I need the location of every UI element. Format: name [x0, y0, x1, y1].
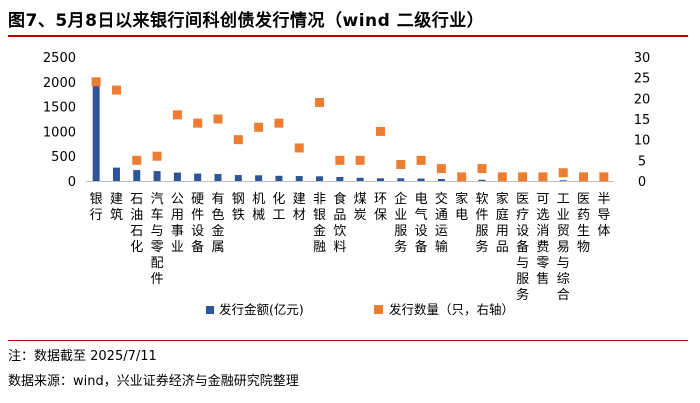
bar-mark	[397, 178, 405, 181]
bar-mark	[112, 167, 120, 181]
bar-mark	[478, 179, 486, 181]
category-label: 半导体	[597, 192, 610, 239]
bar-mark	[275, 175, 283, 181]
footer-rule	[8, 340, 688, 341]
y-left-tick-label: 0	[68, 175, 76, 190]
count-marker	[599, 172, 609, 182]
count-marker	[416, 155, 426, 165]
y-right-tick-label: 25	[634, 72, 651, 87]
count-marker	[396, 159, 406, 169]
bar-mark	[417, 178, 425, 181]
y-left-tick-label: 2500	[43, 51, 76, 66]
category-label: 煤炭	[354, 192, 367, 223]
count-marker	[274, 118, 284, 128]
count-marker	[436, 164, 446, 174]
count-marker	[579, 172, 589, 182]
count-marker	[172, 110, 182, 120]
category-label: 可选消费零售	[536, 192, 549, 287]
count-marker	[233, 135, 243, 145]
count-marker	[193, 118, 203, 128]
count-marker	[497, 172, 507, 182]
bar-mark	[437, 179, 445, 181]
category-label: 食品饮料	[333, 191, 346, 255]
bar-mark	[316, 176, 324, 181]
count-marker	[152, 151, 162, 161]
category-label: 工业贸易与综合	[557, 192, 570, 303]
count-marker	[477, 164, 487, 174]
chart-title: 图7、5月8日以来银行间科创债发行情况（wind 二级行业）	[8, 11, 485, 31]
y-right-tick-label: 15	[634, 113, 651, 128]
y-left-tick-label: 500	[51, 150, 76, 165]
bar-mark	[295, 176, 303, 181]
y-right-tick-label: 10	[634, 134, 651, 149]
category-label: 机械	[252, 192, 265, 223]
y-right-tick-label: 0	[638, 175, 646, 190]
y-left-tick-label: 1500	[43, 101, 76, 116]
bar-mark	[133, 170, 141, 181]
bar-mark	[194, 173, 202, 181]
category-label: 公用事业	[171, 192, 184, 255]
legend-marker-label: 发行数量（只，右轴）	[389, 302, 514, 317]
count-marker	[518, 172, 528, 182]
category-label: 家电	[455, 191, 468, 223]
category-label: 非银金融	[313, 192, 326, 255]
category-label: 医疗设备与服务	[516, 192, 529, 303]
count-marker	[558, 168, 568, 178]
count-marker	[315, 97, 325, 107]
title-rule	[8, 35, 688, 37]
count-marker	[375, 126, 385, 136]
category-label: 钢铁	[232, 192, 245, 223]
category-label: 硬件设备	[191, 192, 204, 255]
category-label: 企业服务	[394, 191, 407, 255]
category-label: 建材	[293, 192, 306, 223]
bar-mark	[234, 175, 242, 181]
y-left-tick-label: 1000	[43, 125, 76, 140]
count-marker	[355, 155, 365, 165]
bar-mark	[214, 174, 222, 181]
bar-mark	[255, 175, 263, 181]
category-label: 石油石化	[130, 192, 143, 255]
legend-bar-label: 发行金额(亿元)	[219, 302, 304, 317]
source-note: 数据来源：wind，兴业证券经济与金融研究院整理	[8, 374, 299, 389]
bar-mark	[153, 171, 161, 181]
category-label: 电气设备	[415, 192, 428, 255]
count-marker	[457, 172, 467, 182]
bar-mark	[376, 178, 384, 181]
bar-mark	[336, 177, 344, 181]
category-label: 有色金属	[211, 192, 224, 255]
category-label: 环保	[374, 192, 387, 223]
count-marker	[335, 155, 345, 165]
y-left-tick-label: 2000	[43, 76, 76, 91]
category-label: 汽车与零配件	[151, 192, 164, 287]
count-marker	[538, 172, 548, 182]
category-label: 家庭用品	[496, 191, 509, 255]
legend-marker-swatch	[374, 305, 383, 314]
category-label: 软件服务	[475, 192, 488, 255]
bar-mark	[92, 84, 100, 181]
count-marker	[254, 122, 264, 132]
data-note: 注：数据截至 2025/7/11	[8, 349, 157, 364]
count-marker	[111, 85, 121, 95]
count-marker	[294, 143, 304, 153]
category-label: 交通运输	[435, 191, 448, 255]
count-marker	[132, 155, 142, 165]
y-right-tick-label: 30	[634, 51, 651, 66]
bar-mark	[356, 177, 364, 181]
y-right-tick-label: 5	[638, 154, 646, 169]
category-label: 建筑	[110, 192, 123, 223]
category-label: 医药生物	[577, 192, 590, 255]
legend-bar-swatch	[206, 306, 214, 314]
category-label: 银行	[90, 192, 103, 223]
bar-mark	[559, 180, 567, 181]
chart-area: 0 500 1000 1500 2000 2500 0 5 10 15 20 25 30 银行建筑石油石化…	[43, 51, 651, 317]
count-marker	[91, 77, 101, 87]
category-label: 化工	[272, 192, 285, 223]
count-marker	[213, 114, 223, 124]
bar-mark	[173, 172, 181, 181]
y-right-tick-label: 20	[634, 92, 651, 107]
